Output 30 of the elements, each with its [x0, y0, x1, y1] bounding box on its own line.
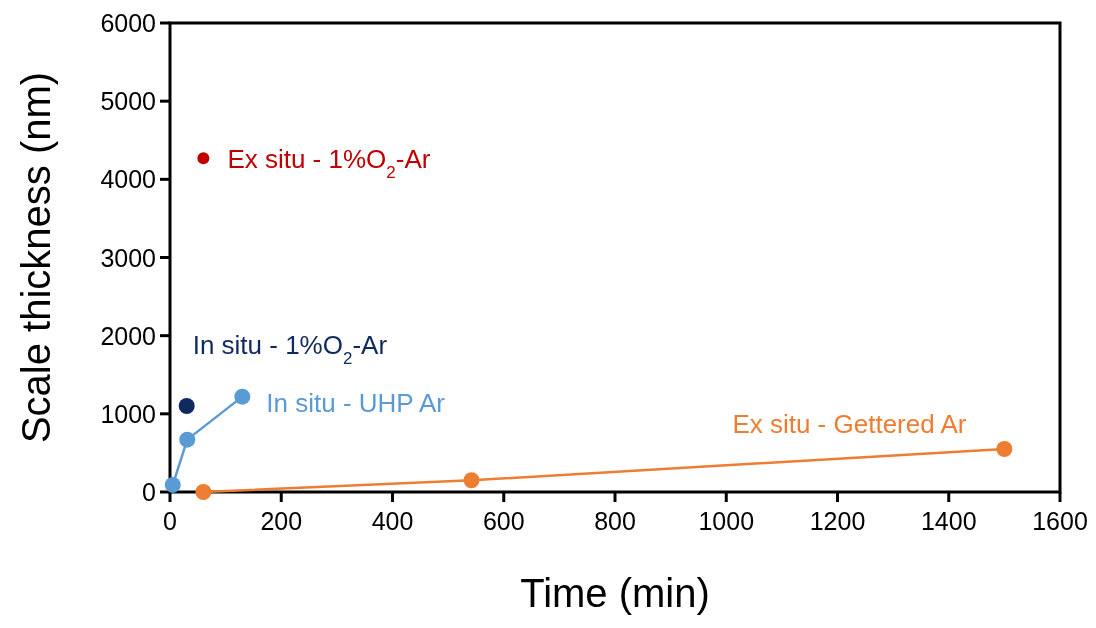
x-axis-title: Time (min): [520, 571, 710, 615]
x-tick-label: 400: [371, 507, 414, 535]
y-tick-label: 0: [142, 478, 156, 506]
point: [179, 431, 196, 448]
point: [195, 484, 212, 500]
y-tick-label: 5000: [100, 87, 156, 116]
y-tick-label: 6000: [100, 9, 156, 37]
y-tick-label: 2000: [100, 321, 156, 350]
y-tick-label: 4000: [100, 165, 156, 194]
x-tick-label: 200: [260, 507, 303, 535]
x-tick-label: 1400: [920, 507, 977, 535]
series-label: Ex situ - Gettered Ar: [732, 409, 967, 440]
point: [234, 388, 251, 405]
x-tick-label: 1600: [1032, 507, 1088, 535]
x-tick-label: 800: [594, 507, 636, 535]
y-axis-title: Scale thickness (nm): [14, 71, 58, 444]
point: [996, 441, 1013, 458]
x-tick-label: 1000: [698, 507, 755, 535]
point: [164, 476, 181, 493]
point: [197, 152, 210, 165]
point: [463, 472, 480, 489]
y-tick-label: 1000: [100, 399, 156, 428]
series-label: In situ - 1%O$_{2}$-Ar: [192, 330, 388, 368]
point: [178, 398, 195, 415]
series-label: In situ - UHP Ar: [266, 387, 446, 418]
x-tick-label: 600: [482, 507, 525, 535]
y-tick-label: 3000: [100, 243, 156, 272]
x-tick-label: 1200: [809, 507, 866, 535]
series-label: Ex situ - 1%O$_{2}$-Ar: [227, 144, 431, 182]
x-tick-label: 0: [163, 507, 177, 535]
